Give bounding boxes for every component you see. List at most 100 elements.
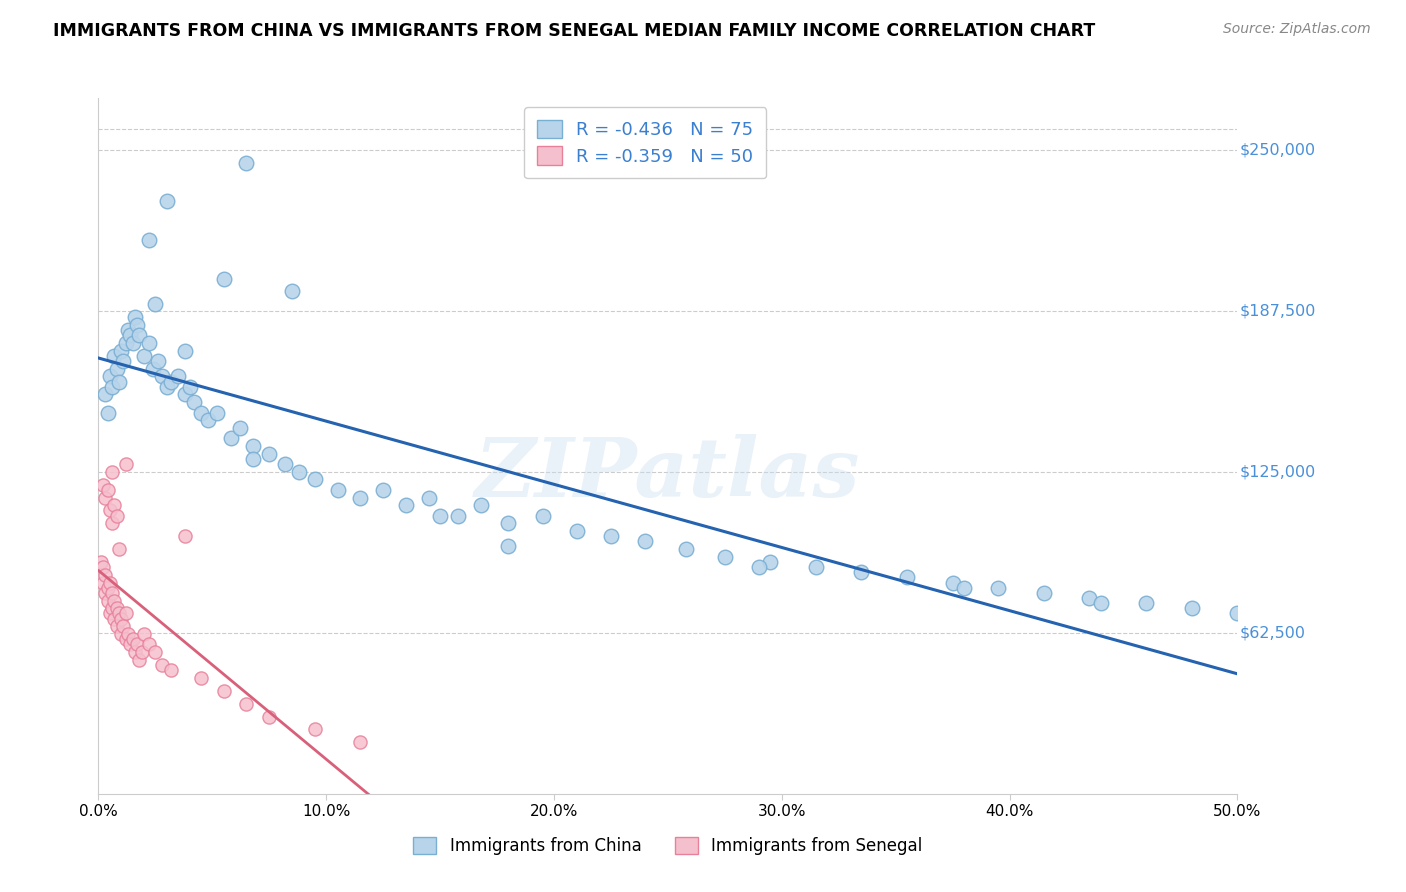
Point	[197, 413, 219, 427]
Text: $125,000: $125,000	[1240, 464, 1316, 479]
Text: ZIPatlas: ZIPatlas	[475, 434, 860, 514]
Point	[190, 671, 212, 685]
Point	[219, 431, 242, 445]
Point	[145, 645, 167, 659]
Point	[851, 566, 873, 580]
Point	[156, 380, 179, 394]
Text: $62,500: $62,500	[1240, 625, 1306, 640]
Point	[96, 593, 118, 607]
Point	[127, 318, 149, 332]
Point	[804, 560, 827, 574]
Point	[114, 335, 136, 350]
Point	[101, 516, 124, 531]
Point	[274, 457, 297, 471]
Point	[98, 503, 121, 517]
Point	[98, 369, 121, 384]
Point	[110, 627, 132, 641]
Point	[101, 465, 124, 479]
Point	[96, 405, 118, 419]
Point	[212, 271, 235, 285]
Point	[96, 581, 118, 595]
Point	[447, 508, 470, 523]
Point	[634, 534, 657, 549]
Point	[429, 508, 451, 523]
Point	[101, 380, 124, 394]
Point	[128, 328, 150, 343]
Point	[120, 637, 142, 651]
Point	[304, 473, 326, 487]
Point	[498, 516, 520, 531]
Point	[150, 658, 173, 673]
Point	[112, 619, 135, 633]
Point	[1181, 601, 1204, 615]
Point	[96, 483, 118, 497]
Point	[91, 575, 114, 590]
Point	[138, 637, 160, 651]
Point	[98, 575, 121, 590]
Point	[124, 645, 146, 659]
Point	[132, 349, 155, 363]
Point	[349, 491, 371, 505]
Point	[120, 328, 142, 343]
Text: IMMIGRANTS FROM CHINA VS IMMIGRANTS FROM SENEGAL MEDIAN FAMILY INCOME CORRELATIO: IMMIGRANTS FROM CHINA VS IMMIGRANTS FROM…	[53, 22, 1095, 40]
Point	[91, 560, 114, 574]
Point	[304, 723, 326, 737]
Legend: Immigrants from China, Immigrants from Senegal: Immigrants from China, Immigrants from S…	[406, 830, 929, 862]
Point	[179, 380, 201, 394]
Point	[131, 645, 153, 659]
Point	[108, 607, 131, 621]
Point	[565, 524, 588, 538]
Point	[105, 361, 128, 376]
Point	[91, 477, 114, 491]
Point	[101, 586, 124, 600]
Point	[146, 354, 169, 368]
Point	[124, 310, 146, 325]
Point	[121, 335, 143, 350]
Point	[748, 560, 770, 574]
Point	[418, 491, 440, 505]
Point	[150, 369, 173, 384]
Point	[108, 542, 131, 557]
Point	[98, 607, 121, 621]
Point	[156, 194, 179, 209]
Point	[105, 619, 128, 633]
Point	[110, 612, 132, 626]
Point	[759, 555, 782, 569]
Point	[142, 361, 165, 376]
Point	[121, 632, 143, 647]
Text: Source: ZipAtlas.com: Source: ZipAtlas.com	[1223, 22, 1371, 37]
Point	[145, 297, 167, 311]
Point	[103, 498, 125, 512]
Point	[395, 498, 418, 512]
Point	[114, 607, 136, 621]
Point	[675, 542, 697, 557]
Point	[174, 387, 197, 401]
Point	[103, 612, 125, 626]
Point	[1090, 596, 1112, 610]
Point	[94, 586, 117, 600]
Point	[105, 508, 128, 523]
Point	[228, 421, 250, 435]
Point	[326, 483, 349, 497]
Point	[288, 465, 311, 479]
Point	[600, 529, 623, 543]
Point	[714, 549, 737, 564]
Text: $187,500: $187,500	[1240, 303, 1316, 318]
Point	[117, 323, 139, 337]
Point	[114, 457, 136, 471]
Point	[108, 375, 131, 389]
Point	[235, 697, 257, 711]
Point	[94, 387, 117, 401]
Point	[103, 349, 125, 363]
Point	[174, 529, 197, 543]
Point	[371, 483, 394, 497]
Point	[103, 593, 125, 607]
Point	[117, 627, 139, 641]
Point	[259, 447, 281, 461]
Text: $250,000: $250,000	[1240, 142, 1316, 157]
Point	[1135, 596, 1157, 610]
Point	[242, 451, 264, 466]
Point	[953, 581, 976, 595]
Point	[101, 601, 124, 615]
Point	[942, 575, 965, 590]
